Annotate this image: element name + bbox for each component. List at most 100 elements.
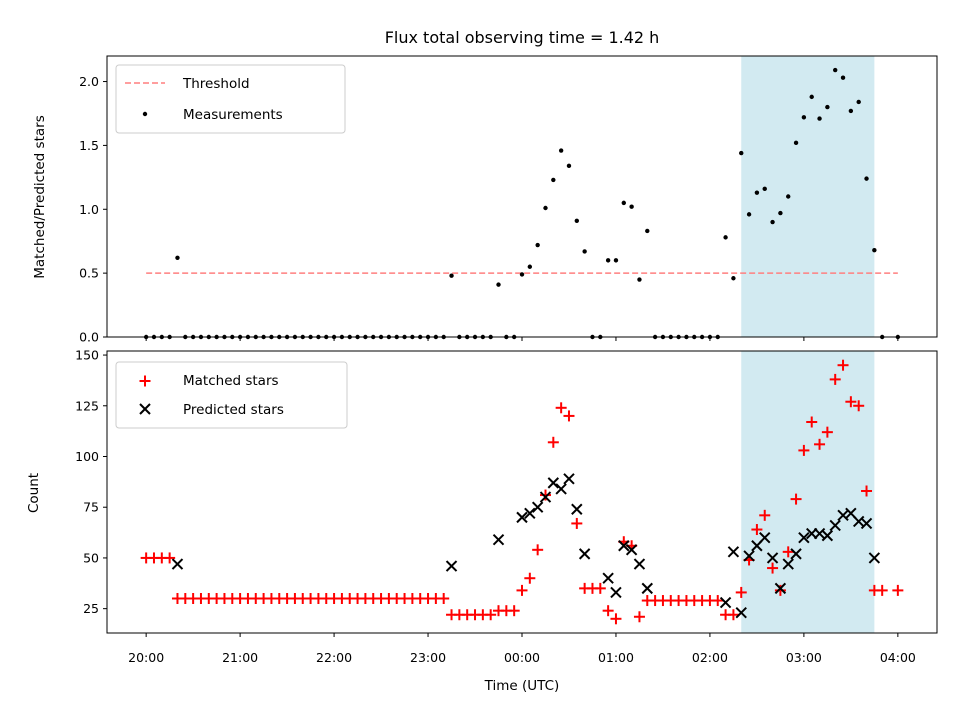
measurement-point [558,148,564,153]
measurement-point [754,190,760,195]
measurement-point [731,276,736,281]
matched-star-marker [485,609,497,621]
y-tick-label: 1.0 [79,202,99,217]
measurement-point [605,258,611,263]
figure-title: Flux total observing time = 1.42 h [385,28,660,47]
flux-y-axis-label: Matched/Predicted stars [32,115,48,278]
measurement-point [746,212,752,217]
measurement-point [809,94,814,100]
matched-star-marker [782,546,794,558]
matched-star-marker [516,584,528,596]
predicted-star-marker [602,572,614,584]
measurement-point [645,228,650,234]
measurement-point [872,247,877,253]
measurement-point [613,258,619,263]
predicted-star-marker [516,511,528,524]
count-x-ticks: 20:00 21:00 22:00 23:00 00:00 01:00 02:00 03:00… [128,633,916,665]
measurement-point [848,108,854,114]
measurement-point [629,204,634,209]
x-tick-label: 23:00 [410,650,446,665]
y-tick-label: 0.0 [79,330,99,345]
x-tick-label: 04:00 [880,650,916,665]
count-y-ticks: 25 50 75 100 125 150 [75,348,107,616]
measurement-point [833,67,838,73]
measurement-point [723,235,728,240]
matched-star-marker [539,489,551,501]
matched-star-marker [774,584,786,596]
measurement-point [527,264,533,269]
legend-matched-swatch [139,375,151,387]
observing-window-band [741,56,875,337]
x-tick-label: 03:00 [786,650,822,665]
x-tick-label: 00:00 [504,650,540,665]
predicted-star-marker [539,491,552,503]
flux-legend-box [115,64,346,134]
predicted-star-marker [798,531,810,544]
matched-star-marker [845,396,857,408]
measurement-point [793,140,799,146]
matched-star-marker [712,595,724,607]
count-legend: Matched stars Predicted stars [115,361,348,429]
measurement-point [864,176,869,181]
measurement-point [817,116,822,121]
matched-star-marker [751,524,763,536]
predicted-star-marker [641,582,653,595]
legend-predicted-label: Predicted stars [183,402,284,418]
count-plot-frame [106,350,938,634]
x-tick-label: 02:00 [692,650,728,665]
matched-star-marker [853,400,865,412]
legend-predicted-swatch [139,403,151,415]
predicted-star-marker [578,548,591,560]
count-y-axis-label: Count [26,473,42,513]
legend-threshold-label: Threshold [182,76,250,92]
predicted-star-marker [774,582,787,595]
matched-star-marker [602,605,614,617]
flux-legend: Threshold Measurements [115,64,346,134]
y-tick-label: 50 [83,550,99,565]
y-tick-label: 0.5 [79,266,99,281]
predicted-star-marker [524,507,536,520]
matched-star-marker [438,593,450,605]
predicted-star-marker [571,503,583,515]
measurement-point [551,177,556,183]
matched-star-marker [633,611,645,623]
predicted-stars-markers [171,473,881,619]
measurement-point [543,205,548,211]
matched-stars-markers [140,359,904,625]
y-tick-label: 100 [75,449,99,464]
measurement-point [519,272,525,277]
measurement-point [739,150,744,156]
predicted-star-marker [782,558,794,570]
measurement-point [574,218,580,223]
y-tick-label: 125 [75,398,99,413]
legend-measurements-label: Measurements [183,107,283,123]
measurement-points [143,67,901,340]
measurement-point [496,282,501,287]
predicted-star-marker [563,473,575,485]
x-tick-label: 21:00 [222,650,258,665]
predicted-star-marker [610,586,622,599]
predicted-star-marker [790,548,802,560]
predicted-star-marker [860,517,873,530]
measurement-point [566,163,572,169]
measurement-point [637,277,642,282]
matched-star-marker [759,509,771,521]
flux-plot-frame [106,55,938,338]
matched-star-marker [861,485,873,497]
shaded-band [741,56,875,337]
predicted-star-marker [735,607,747,619]
matched-star-marker [892,584,904,596]
matched-star-marker [524,572,536,584]
matched-star-marker [555,402,567,414]
predicted-star-marker [531,501,544,513]
matched-star-marker [610,613,622,625]
measurement-point [786,194,791,199]
matched-star-marker [532,544,544,556]
measurement-point [449,273,454,278]
flux-panel: 0.00.51.01.52.0 Matched/Predicted stars … [32,55,938,345]
predicted-star-marker [766,552,779,564]
measurement-point [801,115,807,120]
measurement-point [621,200,626,206]
count-panel: 25 50 75 100 125 150 20:00 21:00 22:00 23:00 00:0… [26,348,938,694]
matched-star-marker [790,493,802,505]
